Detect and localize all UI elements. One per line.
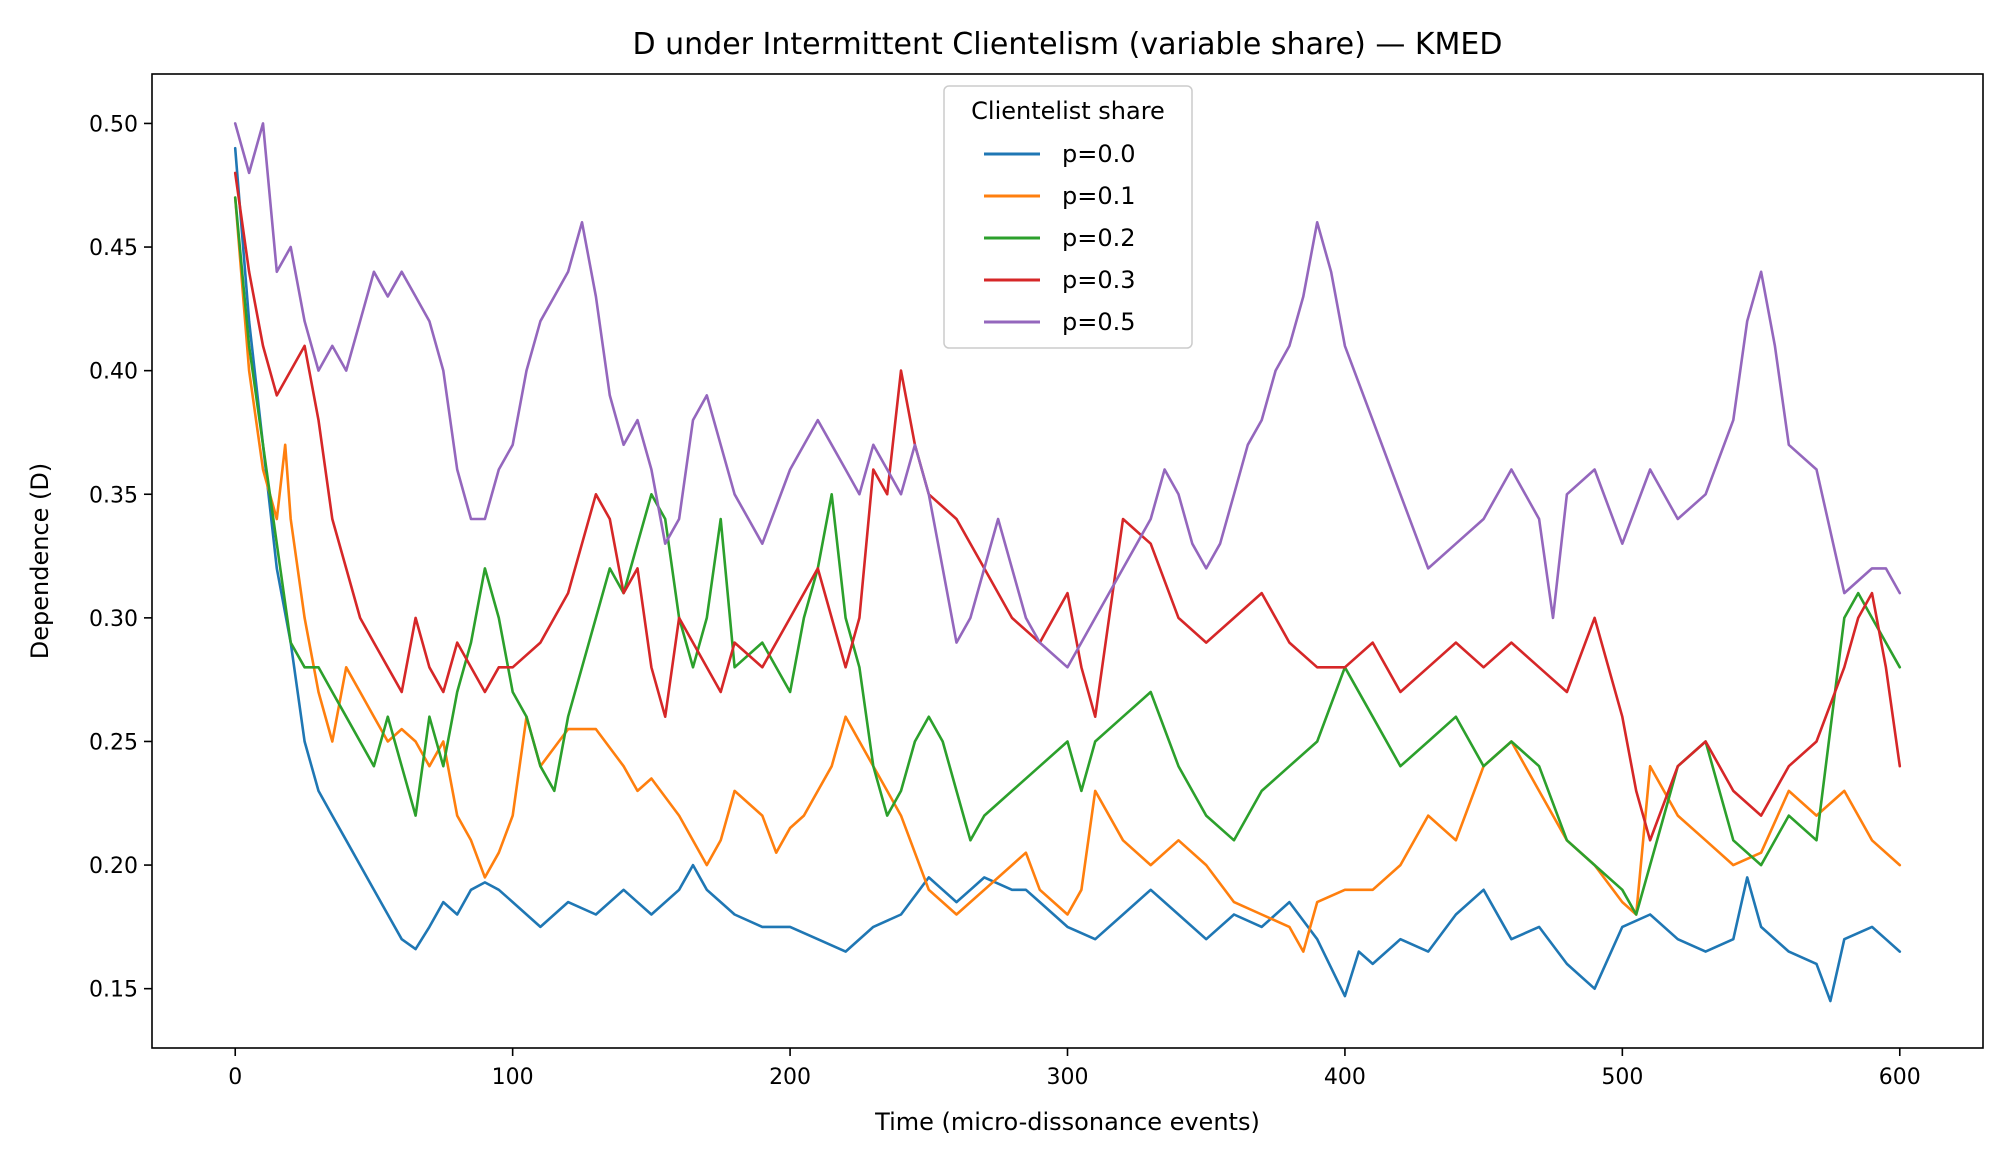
x-tick-label: 100 [492, 1065, 534, 1090]
y-axis: 0.15 0.20 0.25 0.30 0.35 0.40 0.45 0.50 [89, 112, 152, 1003]
x-tick-label: 500 [1601, 1065, 1643, 1090]
y-tick-label: 0.50 [89, 112, 138, 137]
legend-entry-label: p=0.5 [1062, 308, 1136, 336]
x-tick-label: 0 [228, 1065, 242, 1090]
chart-title: D under Intermittent Clientelism (variab… [633, 27, 1503, 62]
y-tick-label: 0.45 [89, 236, 138, 261]
y-tick-label: 0.20 [89, 854, 138, 879]
y-tick-label: 0.25 [89, 730, 138, 755]
y-tick-label: 0.40 [89, 360, 138, 385]
legend-title: Clientelist share [971, 97, 1165, 125]
x-axis-label: Time (micro-dissonance events) [874, 1108, 1260, 1136]
plot-area [233, 122, 1902, 1003]
legend-box [943, 85, 1193, 349]
x-tick-label: 400 [1324, 1065, 1366, 1090]
legend: Clientelist share p=0.0 p=0.1 p=0.2 p=0.3 p=0… [943, 85, 1193, 349]
y-axis-label: Dependence (D) [26, 463, 54, 659]
x-tick-label: 600 [1879, 1065, 1921, 1090]
y-tick-label: 0.30 [89, 607, 138, 632]
legend-entry-label: p=0.3 [1062, 266, 1136, 294]
series-line-p-0-3 [233, 171, 1902, 842]
x-tick-label: 200 [769, 1065, 811, 1090]
series-line-p-0-5 [233, 122, 1902, 669]
legend-entry-label: p=0.0 [1062, 140, 1136, 168]
x-axis: 0 100 200 300 400 500 600 [228, 1048, 1921, 1090]
y-tick-label: 0.35 [89, 483, 138, 508]
legend-entry-label: p=0.1 [1062, 182, 1136, 210]
legend-entry-label: p=0.2 [1062, 224, 1136, 252]
series-line-p-0-2 [233, 196, 1902, 916]
series-line-p-0-1 [233, 196, 1902, 953]
x-tick-label: 300 [1047, 1065, 1089, 1090]
y-tick-label: 0.15 [89, 978, 138, 1003]
series-line-p-0-0 [233, 146, 1902, 1003]
